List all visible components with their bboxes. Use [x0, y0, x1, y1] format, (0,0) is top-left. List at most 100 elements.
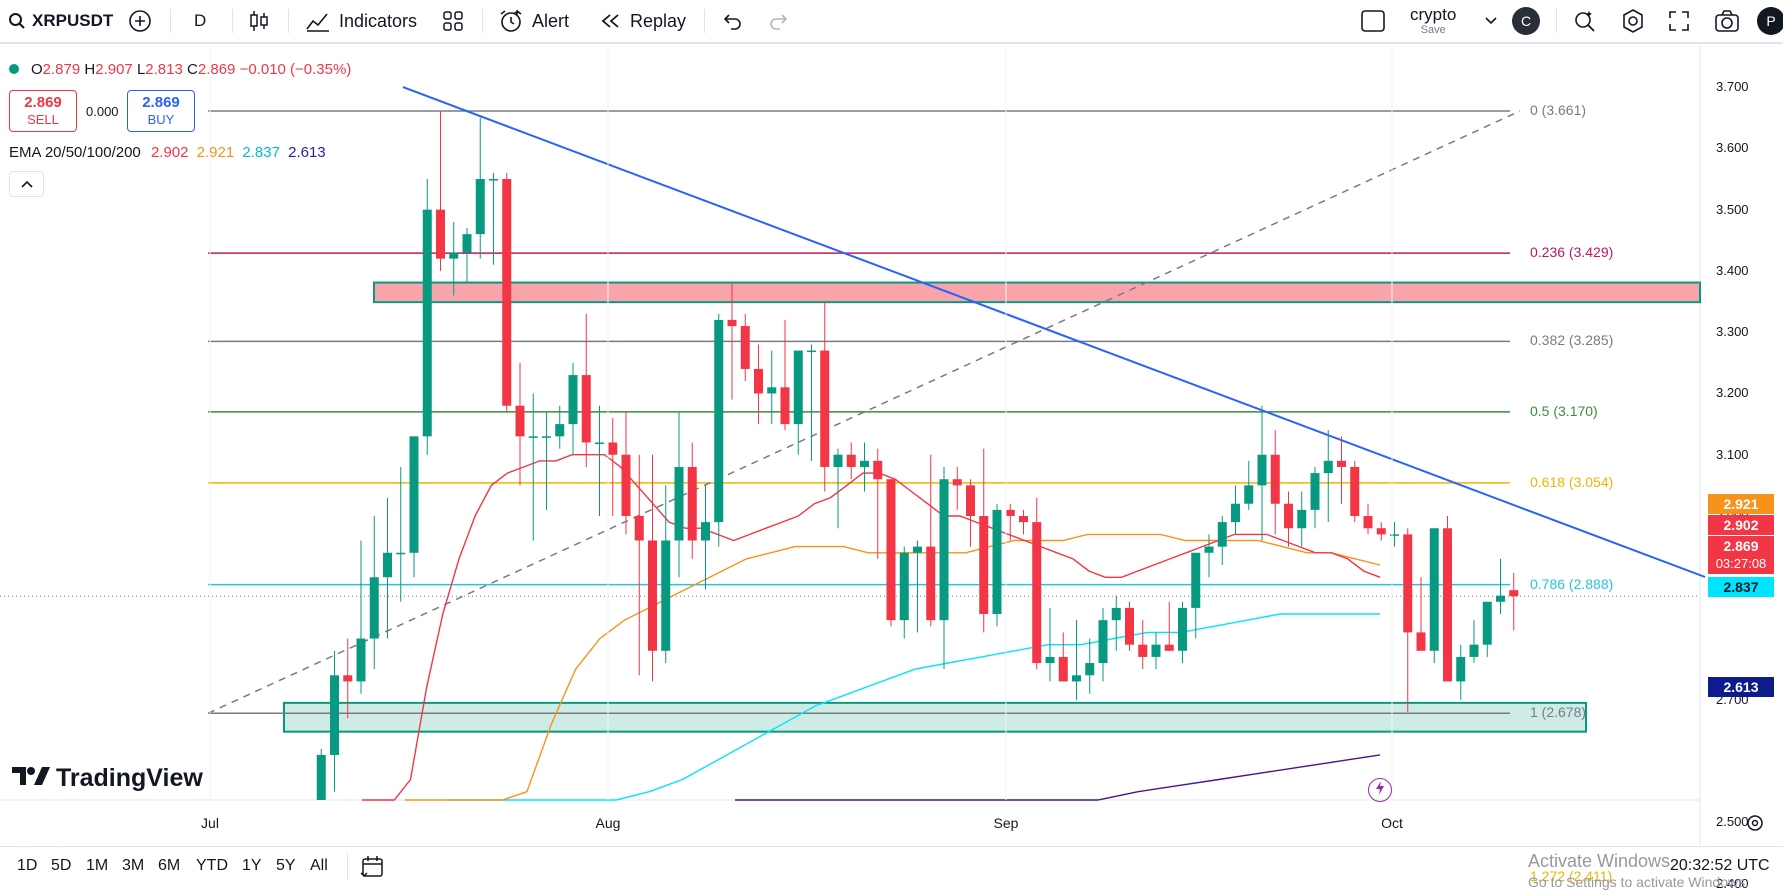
replay-button[interactable]: Replay: [600, 0, 686, 42]
bar-countdown: 03:27:08: [1715, 556, 1767, 571]
down-candle: [754, 368, 763, 394]
up-candle: [568, 375, 578, 425]
candles-icon: [248, 9, 270, 33]
gear-icon: [1620, 8, 1646, 34]
down-candle: [1509, 590, 1519, 597]
price-tick: 3.500: [1716, 201, 1749, 217]
down-candle: [780, 387, 790, 425]
last-price-value: 2.869: [1723, 538, 1759, 554]
up-candle: [1429, 528, 1439, 651]
ema20-value: 2.902: [150, 144, 189, 161]
up-candle: [992, 509, 1002, 615]
range-button-5d[interactable]: 5D: [51, 857, 72, 874]
high-value: 2.907: [95, 61, 133, 78]
layout-name: crypto: [1410, 5, 1457, 24]
redo-button[interactable]: [768, 0, 790, 42]
low-label: L: [136, 61, 146, 78]
up-candle: [899, 552, 909, 621]
up-candle: [475, 179, 485, 235]
profile-button[interactable]: P: [1757, 0, 1783, 42]
layout-menu-button[interactable]: [1484, 0, 1498, 42]
up-candle: [1191, 552, 1201, 608]
symbol-search[interactable]: XRPUSDT: [8, 0, 113, 42]
templates-button[interactable]: [442, 0, 464, 42]
bottom-toolbar: 1D 5D 1M 3M 6M YTD 1Y 5Y All 20:32:52 UTC: [0, 846, 1783, 895]
up-candle: [369, 577, 379, 639]
open-value: 2.879: [42, 61, 81, 78]
range-button-5y[interactable]: 5Y: [276, 857, 296, 874]
axis-settings-button[interactable]: [1745, 813, 1765, 838]
down-candle: [966, 485, 975, 516]
fullscreen-layout-checkbox[interactable]: [1360, 0, 1386, 42]
price-tick: 3.600: [1716, 140, 1749, 156]
up-candle: [489, 179, 498, 181]
range-button-6m[interactable]: 6M: [158, 857, 181, 874]
down-candle: [846, 454, 856, 467]
tradingview-logo[interactable]: TradingView: [12, 764, 203, 793]
up-candle: [449, 252, 459, 259]
chart-type-button[interactable]: [248, 0, 270, 42]
price-tick: 3.100: [1716, 446, 1749, 462]
support-zone: [283, 701, 1587, 733]
fullscreen-button[interactable]: [1667, 0, 1691, 42]
down-candle: [581, 375, 591, 443]
up-candle: [422, 209, 432, 437]
ema-label: EMA 20/50/100/200: [9, 144, 141, 161]
layout-name-button[interactable]: crypto Save: [1410, 0, 1456, 42]
price-tick: 2.400: [1716, 875, 1749, 891]
account-avatar[interactable]: C: [1512, 0, 1540, 42]
buy-button[interactable]: 2.869 BUY: [127, 90, 195, 132]
up-candle: [714, 319, 724, 523]
ema-legend[interactable]: EMA 20/50/100/200 2.902 2.921 2.837 2.61…: [9, 144, 326, 161]
up-candle: [1045, 656, 1055, 664]
range-button-3m[interactable]: 3M: [122, 857, 145, 874]
quick-search-button[interactable]: [1572, 0, 1598, 42]
up-candle: [1098, 620, 1108, 664]
buy-label: BUY: [147, 112, 175, 127]
collapse-legend-button[interactable]: [9, 171, 44, 197]
chevron-down-icon: [1484, 16, 1498, 26]
down-candle: [648, 540, 657, 651]
up-candle: [661, 540, 671, 651]
range-button-ytd[interactable]: YTD: [196, 857, 228, 874]
up-candle: [701, 522, 710, 541]
down-candle: [952, 479, 962, 486]
snapshot-button[interactable]: [1714, 0, 1740, 42]
replay-label: Replay: [630, 10, 687, 31]
range-button-all[interactable]: All: [310, 857, 328, 874]
profile-avatar: P: [1757, 7, 1783, 35]
up-candle: [555, 424, 565, 437]
price-chart[interactable]: [0, 45, 1783, 845]
events-button[interactable]: [1368, 778, 1392, 802]
fib-level-label: 0.618 (3.054): [1530, 473, 1614, 490]
go-to-date-button[interactable]: [360, 855, 386, 884]
alert-button[interactable]: Alert: [498, 0, 569, 42]
clock[interactable]: 20:32:52 UTC: [1670, 857, 1770, 874]
range-button-1y[interactable]: 1Y: [242, 857, 262, 874]
down-candle: [1443, 528, 1452, 682]
descending-trendline: [402, 86, 1706, 578]
price-tick: 3.700: [1716, 79, 1749, 95]
interval-button[interactable]: D: [194, 11, 207, 30]
undo-button[interactable]: [721, 0, 743, 42]
up-candle: [383, 552, 392, 578]
alarm-clock-icon: [498, 8, 524, 34]
fib-level-label: 1 (2.678): [1530, 704, 1587, 721]
compare-symbol-button[interactable]: [128, 0, 152, 42]
up-candle: [1257, 454, 1267, 486]
close-value: 2.869: [197, 61, 236, 78]
ema50-price-label: 2.921: [1708, 494, 1774, 514]
sell-button[interactable]: 2.869 SELL: [9, 90, 77, 132]
camera-icon: [1714, 9, 1740, 33]
down-candle: [1350, 466, 1360, 516]
fib-level-label: 0.5 (3.170): [1530, 402, 1598, 419]
settings-button[interactable]: [1620, 0, 1646, 42]
indicators-button[interactable]: Indicators: [305, 0, 417, 42]
up-candle: [1217, 522, 1227, 547]
avatar: C: [1512, 7, 1540, 35]
range-button-1d[interactable]: 1D: [17, 857, 38, 874]
price-tick: 3.300: [1716, 324, 1749, 340]
up-candle: [913, 546, 922, 553]
down-candle: [979, 515, 989, 615]
range-button-1m[interactable]: 1M: [86, 857, 109, 874]
